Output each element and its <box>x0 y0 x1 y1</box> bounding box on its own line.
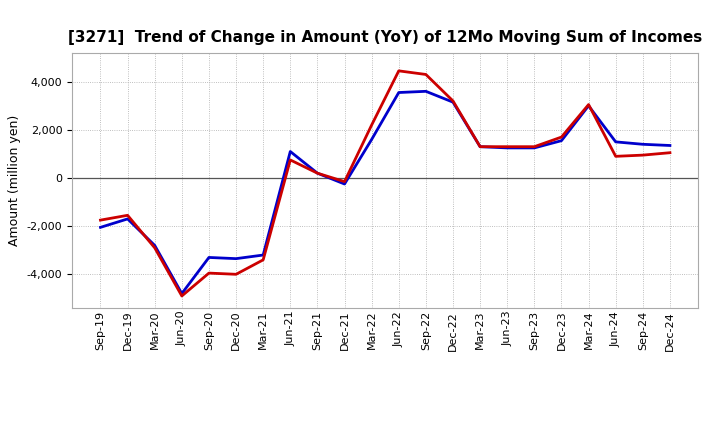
Ordinary Income <box>665 143 674 148</box>
Net Income <box>530 144 539 149</box>
Ordinary Income <box>530 145 539 150</box>
Net Income <box>286 157 294 162</box>
Net Income <box>449 98 457 103</box>
Net Income <box>204 271 213 276</box>
Ordinary Income <box>259 253 268 258</box>
Ordinary Income <box>204 255 213 260</box>
Net Income <box>96 217 105 223</box>
Net Income <box>178 293 186 299</box>
Net Income <box>639 153 647 158</box>
Net Income <box>341 179 349 184</box>
Ordinary Income <box>341 181 349 187</box>
Ordinary Income <box>96 225 105 230</box>
Y-axis label: Amount (million yen): Amount (million yen) <box>8 115 21 246</box>
Net Income <box>367 122 376 128</box>
Net Income <box>611 154 620 159</box>
Line: Net Income: Net Income <box>101 71 670 296</box>
Ordinary Income <box>150 243 159 248</box>
Ordinary Income <box>178 291 186 296</box>
Ordinary Income <box>476 144 485 149</box>
Ordinary Income <box>639 142 647 147</box>
Net Income <box>476 144 485 149</box>
Net Income <box>421 72 430 77</box>
Ordinary Income <box>611 139 620 144</box>
Net Income <box>503 144 511 149</box>
Net Income <box>557 135 566 140</box>
Net Income <box>395 68 403 73</box>
Line: Ordinary Income: Ordinary Income <box>101 92 670 293</box>
Ordinary Income <box>584 103 593 108</box>
Net Income <box>665 150 674 155</box>
Ordinary Income <box>286 149 294 154</box>
Ordinary Income <box>557 138 566 143</box>
Ordinary Income <box>503 145 511 150</box>
Net Income <box>232 271 240 277</box>
Net Income <box>313 171 322 176</box>
Ordinary Income <box>367 137 376 142</box>
Ordinary Income <box>313 171 322 176</box>
Net Income <box>123 213 132 218</box>
Title: [3271]  Trend of Change in Amount (YoY) of 12Mo Moving Sum of Incomes: [3271] Trend of Change in Amount (YoY) o… <box>68 29 702 45</box>
Ordinary Income <box>395 90 403 95</box>
Net Income <box>150 245 159 250</box>
Net Income <box>584 102 593 107</box>
Ordinary Income <box>421 89 430 94</box>
Ordinary Income <box>449 99 457 105</box>
Net Income <box>259 257 268 263</box>
Ordinary Income <box>232 256 240 261</box>
Ordinary Income <box>123 216 132 222</box>
